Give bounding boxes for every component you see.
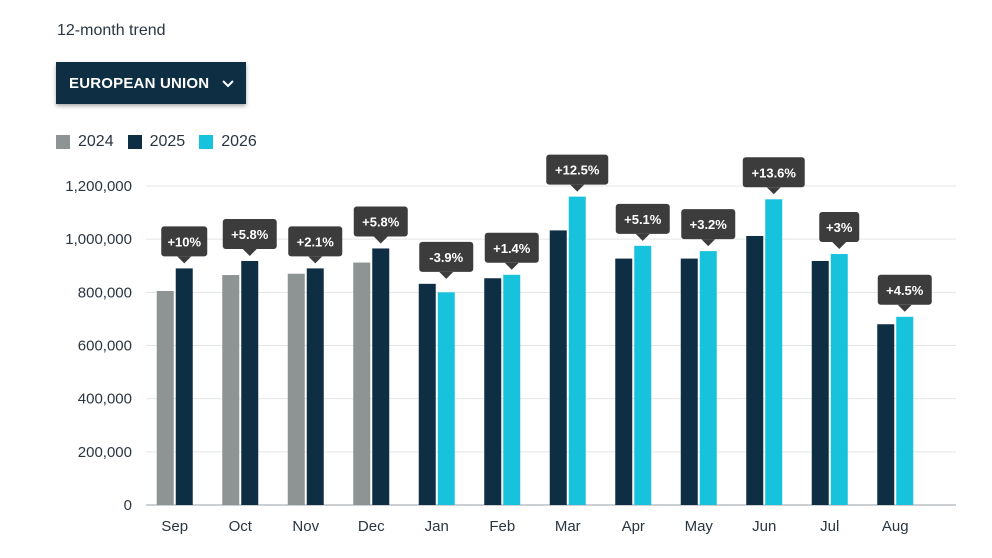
legend-item-2024[interactable]: 2024 [56, 133, 114, 151]
region-selector-button[interactable]: EUROPEAN UNION [56, 62, 246, 104]
change-callout-label: +5.8% [362, 214, 400, 229]
bar-2026-jun [765, 199, 783, 505]
change-callout-box [877, 274, 932, 305]
change-callout-box [353, 206, 408, 237]
change-callout-label: +4.5% [886, 283, 924, 298]
y-tick-label: 200,000 [78, 444, 132, 461]
bar-2025-sep [175, 268, 193, 505]
change-callout-box [819, 212, 860, 243]
x-tick-label: Feb [489, 518, 515, 535]
bar-2026-jan [437, 292, 455, 505]
y-tick-label: 800,000 [78, 284, 132, 301]
bar-2026-may [699, 251, 717, 505]
x-tick-label: Jan [425, 518, 449, 535]
legend-swatch-2026 [199, 135, 214, 149]
bar-2024-oct [222, 275, 240, 505]
bar-2025-feb [484, 278, 502, 505]
change-callout-box [742, 157, 805, 188]
bar-2025-jun [746, 235, 764, 505]
change-callout-pointer [897, 304, 912, 312]
y-tick-label: 1,000,000 [65, 231, 132, 248]
bar-2026-aug [896, 316, 914, 505]
change-callout-pointer [177, 256, 192, 264]
region-selector-label: EUROPEAN UNION [69, 74, 210, 92]
change-callout-label: +13.6% [752, 165, 797, 180]
x-tick-label: Aug [882, 518, 909, 535]
bar-2025-jan [418, 283, 436, 505]
bar-2026-mar [568, 196, 586, 505]
x-tick-label: Oct [229, 518, 253, 535]
change-callout-pointer [439, 271, 454, 279]
bar-2024-sep [156, 291, 174, 505]
bar-2025-dec [372, 248, 390, 506]
chevron-down-icon [221, 76, 235, 90]
change-callout-pointer [766, 187, 781, 195]
bar-2025-may [680, 258, 698, 505]
change-callout-pointer [308, 256, 323, 264]
legend-item-2026[interactable]: 2026 [199, 133, 257, 151]
x-tick-label: Nov [292, 518, 319, 535]
legend-item-2025[interactable]: 2025 [127, 133, 186, 151]
y-tick-label: 400,000 [78, 391, 132, 408]
change-callout-pointer [373, 236, 388, 244]
change-callout-pointer [570, 184, 585, 192]
change-callout-box [419, 241, 474, 272]
legend-label-2025: 2025 [149, 133, 186, 150]
x-tick-label: Jul [820, 518, 839, 535]
legend-swatch-2025 [127, 135, 142, 149]
change-callout-box [288, 226, 343, 257]
legend-label-2026: 2026 [221, 133, 257, 150]
x-tick-label: Dec [358, 518, 385, 535]
bar-2026-feb [503, 274, 521, 505]
bar-2025-mar [549, 230, 567, 505]
y-tick-label: 1,200,000 [65, 178, 132, 195]
x-tick-label: Apr [622, 518, 645, 535]
bar-2025-oct [241, 260, 259, 505]
bar-2024-dec [353, 262, 371, 505]
chart-caption: 12-month trend [57, 22, 166, 39]
change-callout-pointer [832, 242, 847, 250]
bar-2026-jul [830, 254, 848, 505]
change-callout-label: +1.4% [493, 241, 531, 256]
legend-swatch-2024 [56, 135, 70, 149]
change-callout-label: +12.5% [555, 163, 600, 178]
x-tick-label: Mar [555, 518, 581, 535]
change-callout-label: +3.2% [690, 217, 728, 232]
x-tick-label: Sep [161, 518, 188, 535]
bar-2025-nov [306, 268, 324, 505]
change-callout-box [484, 232, 539, 263]
y-tick-label: 600,000 [78, 338, 132, 355]
change-callout-label: +2.1% [297, 234, 335, 249]
bar-2025-apr [615, 258, 633, 505]
change-callout-pointer [242, 248, 257, 256]
change-callout-label: +5.8% [231, 227, 269, 242]
bar-2025-aug [877, 324, 895, 505]
bar-2026-apr [634, 245, 652, 505]
change-callout-label: -3.9% [429, 250, 463, 265]
legend-label-2024: 2024 [78, 133, 114, 150]
change-callout-box [161, 226, 208, 257]
chart-legend: 2024 2025 2026 [56, 133, 271, 151]
change-callout-pointer [635, 233, 650, 241]
bar-2024-nov [287, 273, 305, 505]
change-callout-label: +10% [167, 234, 201, 249]
change-callout-box [615, 203, 670, 234]
x-tick-label: Jun [752, 518, 776, 535]
bar-2025-jul [811, 260, 829, 505]
change-callout-box [222, 218, 277, 249]
change-callout-label: +5.1% [624, 212, 662, 227]
y-tick-label: 0 [124, 497, 132, 514]
change-callout-box [546, 154, 609, 185]
change-callout-pointer [701, 239, 716, 247]
change-callout-pointer [504, 262, 519, 270]
change-callout-label: +3% [826, 220, 853, 235]
change-callout-box [681, 209, 736, 240]
x-tick-label: May [685, 518, 714, 535]
